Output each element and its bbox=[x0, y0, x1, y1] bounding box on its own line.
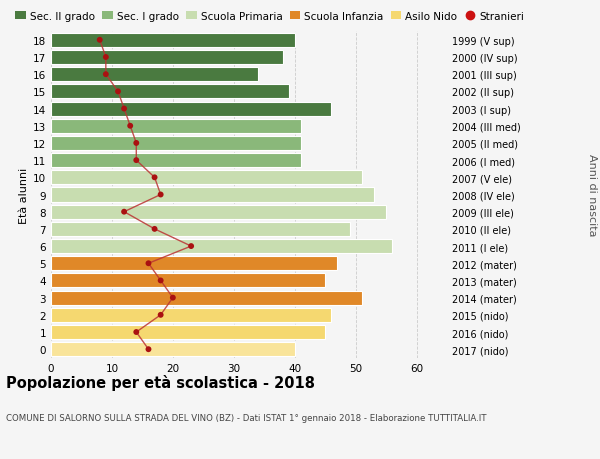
Text: COMUNE DI SALORNO SULLA STRADA DEL VINO (BZ) - Dati ISTAT 1° gennaio 2018 - Elab: COMUNE DI SALORNO SULLA STRADA DEL VINO … bbox=[6, 413, 487, 422]
Point bbox=[156, 312, 166, 319]
Text: Anni di nascita: Anni di nascita bbox=[587, 154, 597, 236]
Bar bbox=[51, 34, 295, 48]
Point bbox=[101, 71, 110, 78]
Point bbox=[168, 294, 178, 302]
Point bbox=[125, 123, 135, 130]
Bar bbox=[51, 342, 295, 357]
Bar bbox=[51, 222, 350, 236]
Bar bbox=[51, 85, 289, 99]
Bar bbox=[51, 154, 301, 168]
Y-axis label: Età alunni: Età alunni bbox=[19, 167, 29, 223]
Legend: Sec. II grado, Sec. I grado, Scuola Primaria, Scuola Infanzia, Asilo Nido, Stran: Sec. II grado, Sec. I grado, Scuola Prim… bbox=[11, 7, 529, 26]
Bar bbox=[51, 325, 325, 339]
Text: Popolazione per età scolastica - 2018: Popolazione per età scolastica - 2018 bbox=[6, 374, 315, 390]
Bar bbox=[51, 240, 392, 253]
Point bbox=[113, 89, 123, 96]
Point bbox=[187, 243, 196, 250]
Point bbox=[156, 191, 166, 199]
Point bbox=[119, 208, 129, 216]
Point bbox=[156, 277, 166, 285]
Point bbox=[150, 226, 160, 233]
Point bbox=[150, 174, 160, 182]
Bar bbox=[51, 308, 331, 322]
Point bbox=[101, 54, 110, 62]
Point bbox=[131, 140, 141, 147]
Bar bbox=[51, 102, 331, 116]
Bar bbox=[51, 137, 301, 151]
Bar bbox=[51, 119, 301, 134]
Bar bbox=[51, 291, 362, 305]
Bar bbox=[51, 205, 386, 219]
Bar bbox=[51, 171, 362, 185]
Point bbox=[131, 157, 141, 164]
Point bbox=[119, 106, 129, 113]
Bar bbox=[51, 274, 325, 288]
Point bbox=[143, 346, 153, 353]
Bar bbox=[51, 51, 283, 65]
Point bbox=[143, 260, 153, 267]
Point bbox=[131, 329, 141, 336]
Bar bbox=[51, 257, 337, 271]
Point bbox=[95, 37, 104, 45]
Bar bbox=[51, 188, 374, 202]
Bar bbox=[51, 68, 258, 82]
